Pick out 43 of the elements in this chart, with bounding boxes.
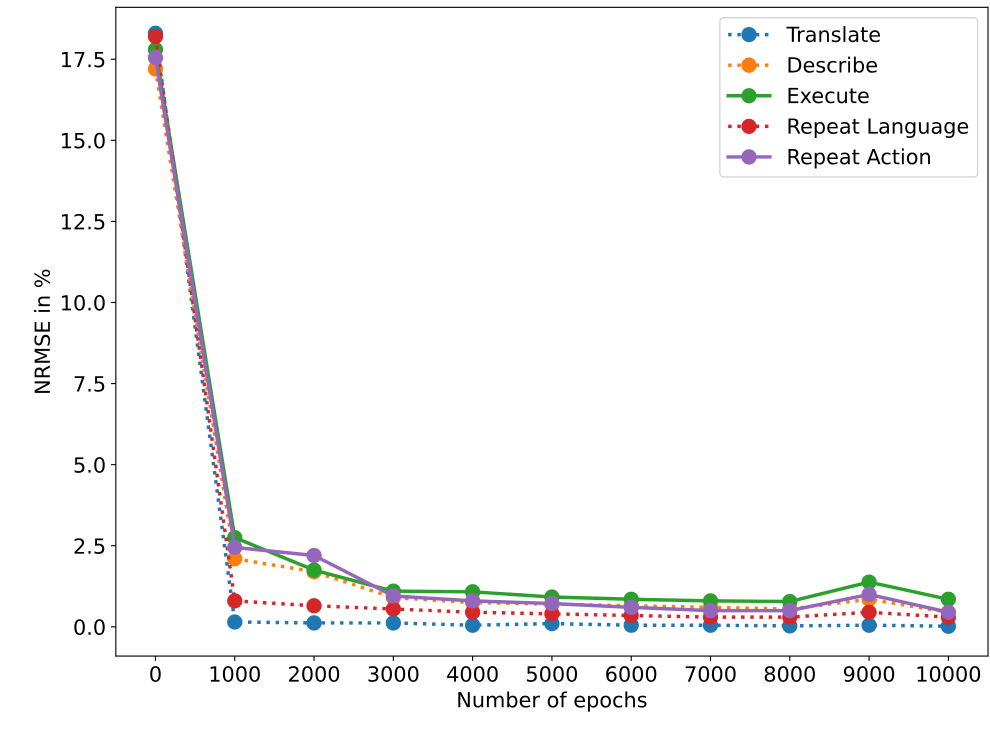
y-tick-label: 7.5 bbox=[74, 376, 104, 392]
point bbox=[306, 548, 322, 564]
y-tick-label: 5.0 bbox=[74, 457, 105, 473]
x-tick-label: 3000 bbox=[368, 666, 418, 682]
point bbox=[861, 604, 877, 620]
point bbox=[386, 615, 401, 631]
legend-label: Repeat Language bbox=[788, 118, 968, 138]
point bbox=[940, 592, 956, 607]
x-tick-label: 8000 bbox=[764, 666, 815, 682]
y-tick-label: 15.0 bbox=[62, 132, 105, 149]
y-axis-title: NRMSE in % bbox=[34, 270, 50, 393]
point bbox=[861, 574, 877, 590]
x-tick-label: 6000 bbox=[606, 666, 656, 682]
legend-label: Describe bbox=[788, 56, 877, 73]
legend-label: Translate bbox=[786, 26, 880, 42]
point bbox=[464, 618, 480, 633]
y-tick-label: 12.5 bbox=[62, 214, 104, 230]
x-tick-label: 7000 bbox=[686, 666, 736, 682]
y-tick-label: 2.5 bbox=[74, 538, 104, 554]
point bbox=[227, 614, 242, 630]
point bbox=[861, 586, 877, 602]
point bbox=[306, 598, 322, 614]
x-tick-label: 10000 bbox=[918, 666, 980, 682]
legend-label: Execute bbox=[788, 88, 869, 104]
y-tick-label: 10.0 bbox=[62, 294, 105, 311]
point bbox=[386, 601, 401, 617]
x-tick-label: 2000 bbox=[289, 666, 340, 682]
x-tick-label: 5000 bbox=[527, 666, 578, 682]
x-axis-title: Number of epochs bbox=[458, 691, 647, 712]
x-tick-label: 0 bbox=[150, 666, 161, 682]
x-tick-label: 9000 bbox=[844, 666, 894, 682]
point bbox=[148, 28, 164, 44]
y-tick-label: 17.5 bbox=[62, 52, 104, 68]
point bbox=[148, 50, 164, 66]
legend-label: Repeat Action bbox=[788, 148, 930, 169]
point bbox=[306, 615, 322, 631]
y-tick-label: 0.0 bbox=[74, 619, 105, 636]
point bbox=[861, 618, 877, 633]
x-tick-label: 4000 bbox=[447, 666, 498, 682]
x-tick-label: 1000 bbox=[210, 666, 260, 682]
point bbox=[702, 602, 718, 618]
point bbox=[227, 540, 242, 556]
point bbox=[227, 593, 242, 609]
